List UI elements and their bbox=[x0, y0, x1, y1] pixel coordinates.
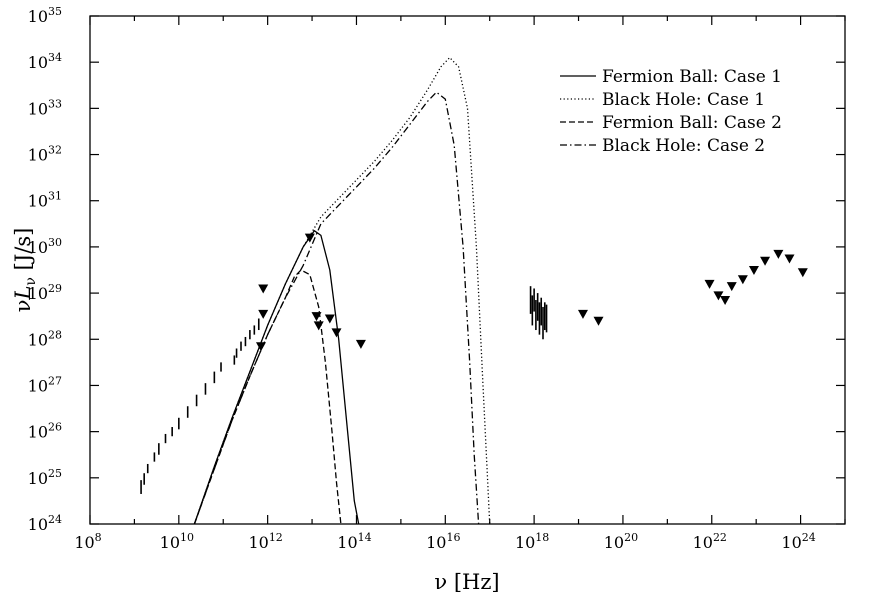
y-tick-label: 1032 bbox=[28, 144, 62, 165]
y-tick-label: 1034 bbox=[28, 51, 62, 72]
upper-limit-markers bbox=[255, 233, 808, 352]
upper-limit-point bbox=[577, 309, 588, 319]
upper-limit-point bbox=[773, 249, 784, 259]
upper-limit-point bbox=[304, 233, 315, 243]
x-tick-label: 1010 bbox=[160, 531, 194, 552]
y-tick-label: 1035 bbox=[28, 5, 62, 26]
series-line-4 bbox=[193, 91, 480, 525]
upper-limit-point bbox=[355, 339, 366, 349]
legend-label-2: Black Hole: Case 1 bbox=[602, 90, 765, 110]
upper-limit-point bbox=[593, 316, 604, 326]
data-bars bbox=[140, 286, 548, 494]
y-tick-label: 1033 bbox=[28, 97, 62, 118]
x-tick-label: 108 bbox=[74, 531, 101, 552]
legend-label-4: Black Hole: Case 2 bbox=[602, 136, 765, 156]
upper-limit-point bbox=[713, 291, 724, 301]
x-tick-label: 1024 bbox=[781, 531, 815, 552]
y-tick-label: 1029 bbox=[28, 282, 62, 303]
x-tick-labels: 108 1010 1012 1014 1016 1018 1020 1022 1024 bbox=[74, 531, 815, 552]
legend-label-1: Fermion Ball: Case 1 bbox=[602, 67, 782, 87]
y-tick-label: 1024 bbox=[28, 513, 62, 534]
y-tick-label: 1027 bbox=[28, 374, 62, 395]
upper-limit-point bbox=[324, 314, 335, 324]
y-tick-label: 1025 bbox=[28, 467, 62, 488]
y-tick-label: 1028 bbox=[28, 328, 62, 349]
axis-ticks bbox=[89, 15, 846, 525]
upper-limit-point bbox=[784, 254, 795, 264]
y-tick-label: 1030 bbox=[28, 236, 62, 257]
legend: Fermion Ball: Case 1 Black Hole: Case 1 Fe… bbox=[560, 67, 782, 156]
x-tick-label: 1020 bbox=[604, 531, 638, 552]
upper-limit-point bbox=[720, 296, 731, 306]
upper-limit-point bbox=[258, 284, 269, 294]
upper-limit-point bbox=[704, 279, 715, 289]
upper-limit-point bbox=[748, 266, 759, 275]
upper-limit-point bbox=[255, 342, 266, 352]
y-tick-labels: 1024 1025 1026 1027 1028 1029 1030 1031 1032 1033… bbox=[28, 5, 62, 534]
series-line-3 bbox=[193, 269, 342, 525]
series-line-1 bbox=[193, 230, 360, 525]
x-tick-label: 1022 bbox=[693, 531, 727, 552]
plot-frame bbox=[89, 15, 846, 525]
series-line-2 bbox=[193, 56, 491, 525]
legend-label-3: Fermion Ball: Case 2 bbox=[602, 113, 782, 133]
x-tick-label: 1018 bbox=[515, 531, 549, 552]
upper-limit-point bbox=[258, 309, 269, 319]
upper-limit-point bbox=[737, 275, 748, 285]
upper-limit-point bbox=[311, 312, 322, 322]
upper-limit-point bbox=[331, 328, 342, 338]
upper-limit-point bbox=[797, 268, 808, 278]
x-tick-label: 1014 bbox=[337, 531, 371, 552]
x-tick-label: 1016 bbox=[426, 531, 460, 552]
y-axis-title: νLν [J/s] bbox=[11, 228, 39, 313]
series-curves bbox=[193, 56, 491, 525]
y-tick-label: 1031 bbox=[28, 190, 62, 211]
upper-limit-point bbox=[313, 321, 324, 331]
x-axis-title: ν [Hz] bbox=[434, 570, 499, 594]
x-tick-label: 1012 bbox=[248, 531, 282, 552]
upper-limit-point bbox=[760, 256, 771, 266]
upper-limit-point bbox=[726, 282, 737, 292]
y-tick-label: 1026 bbox=[28, 421, 62, 442]
